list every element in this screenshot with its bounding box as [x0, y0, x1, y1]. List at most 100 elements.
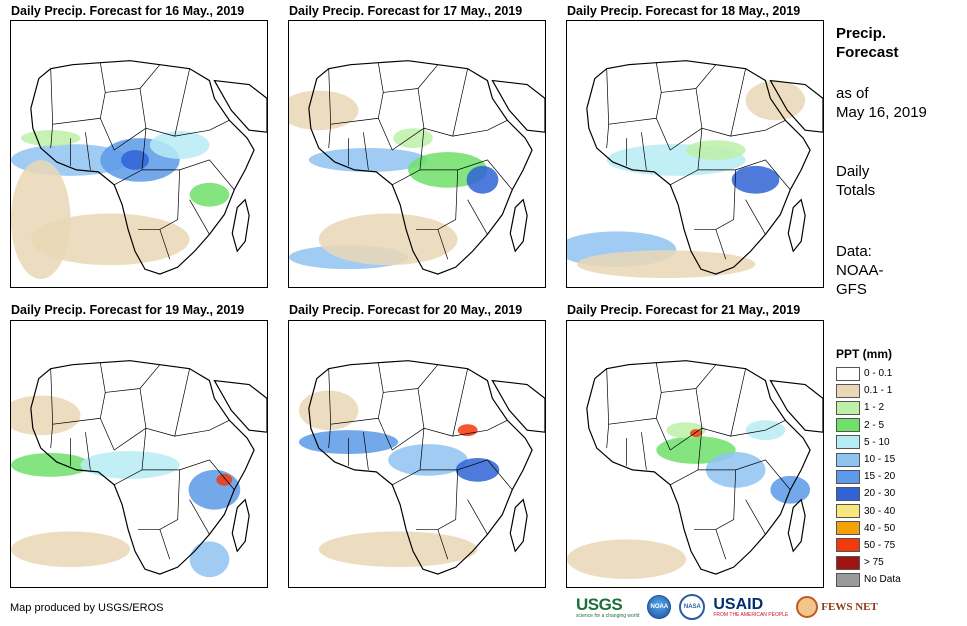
country-border — [745, 499, 766, 535]
precip-area — [690, 429, 702, 438]
legend-item: 1 - 2 — [836, 399, 901, 416]
precip-area — [318, 213, 458, 266]
country-border — [377, 118, 425, 151]
totals-line2: Totals — [836, 182, 876, 199]
precip-area — [455, 457, 500, 482]
country-border — [328, 362, 384, 425]
usgs-logo: USGS science for a changing world — [576, 595, 639, 619]
country-border — [138, 169, 181, 230]
forecast-map-6 — [567, 360, 823, 580]
legend-item: 15 - 20 — [836, 468, 901, 485]
country-border — [730, 119, 786, 137]
precip-area — [457, 424, 478, 437]
country-border — [328, 124, 332, 149]
legend-item: 10 - 15 — [836, 451, 901, 468]
country-border — [139, 368, 190, 437]
country-border — [452, 419, 508, 437]
coastline — [509, 498, 528, 553]
country-border — [661, 64, 717, 93]
legend-swatch — [836, 383, 860, 398]
ppt-legend: PPT (mm) 0 - 0.1 0.1 - 1 1 - 2 2 - 5 5 - 10 1… — [836, 347, 901, 588]
country-border — [606, 62, 662, 125]
data-line3: GFS — [836, 281, 867, 298]
legend-swatch — [836, 452, 860, 467]
legend-item: 40 - 50 — [836, 520, 901, 537]
as-of-line1: as of — [836, 85, 869, 102]
country-border — [99, 118, 147, 151]
country-border — [85, 432, 91, 470]
panel-title-5: Daily Precip. Forecast for 20 May., 2019 — [289, 303, 523, 317]
panel-title-2: Daily Precip. Forecast for 17 May., 2019 — [289, 4, 523, 18]
precip-area — [308, 148, 428, 172]
nasa-logo-text: NASA — [683, 604, 701, 610]
country-border — [694, 469, 737, 530]
country-border — [141, 159, 235, 190]
coastline — [491, 79, 545, 133]
precip-area — [393, 128, 433, 149]
country-border — [715, 529, 727, 560]
country-border — [363, 432, 369, 470]
country-border — [715, 229, 727, 260]
coastline — [491, 379, 545, 433]
legend-item: 30 - 40 — [836, 503, 901, 520]
map-panel-1 — [10, 20, 268, 288]
country-border — [606, 424, 610, 449]
panel-title-6: Daily Precip. Forecast for 21 May., 2019 — [567, 303, 801, 317]
country-border — [189, 199, 210, 235]
country-border — [437, 529, 449, 560]
country-border — [694, 169, 737, 230]
panel-title-1: Daily Precip. Forecast for 16 May., 2019 — [11, 4, 245, 18]
country-border — [189, 499, 210, 535]
data-line2: NOAA- — [836, 262, 884, 279]
legend-item: 5 - 10 — [836, 434, 901, 451]
precip-area — [567, 539, 687, 580]
legend-item: 0 - 0.1 — [836, 365, 901, 382]
country-border — [695, 368, 746, 437]
precip-area — [388, 444, 468, 476]
legend-label: 40 - 50 — [864, 522, 896, 534]
country-border — [99, 418, 147, 451]
legend-label: > 75 — [864, 557, 884, 569]
coastline — [769, 379, 823, 433]
forecast-map-2 — [289, 60, 545, 275]
country-border — [730, 419, 786, 437]
precip-area — [11, 395, 81, 436]
country-border — [138, 469, 181, 530]
country-border — [745, 199, 766, 235]
country-border — [159, 229, 171, 260]
legend-swatch — [836, 521, 860, 536]
country-border — [416, 169, 459, 230]
country-border — [50, 362, 106, 425]
legend-swatch — [836, 366, 860, 381]
forecast-map-4 — [11, 360, 267, 578]
legend-swatch — [836, 486, 860, 501]
country-border — [655, 118, 703, 151]
legend-label: 10 - 15 — [864, 454, 896, 466]
country-border — [174, 119, 230, 137]
coastline — [213, 379, 267, 433]
totals-line1: Daily — [836, 163, 870, 180]
legend-swatch — [836, 504, 860, 519]
legend-label: 2 - 5 — [864, 419, 885, 431]
coastline — [787, 498, 806, 553]
country-border — [174, 419, 230, 437]
forecast-map-3 — [567, 60, 823, 279]
country-border — [85, 132, 91, 170]
usaid-logo: USAID FROM THE AMERICAN PEOPLE — [713, 596, 788, 618]
legend-item: 20 - 30 — [836, 485, 901, 502]
coastline — [231, 498, 250, 553]
precip-area — [80, 451, 180, 479]
country-border — [641, 132, 647, 170]
country-border — [697, 159, 791, 190]
legend-swatch — [836, 418, 860, 433]
country-border — [467, 199, 488, 235]
country-border — [383, 64, 439, 93]
legend-label: 1 - 2 — [864, 402, 885, 414]
country-border — [50, 62, 106, 125]
precip-area — [30, 213, 190, 266]
legend-label: 0 - 0.1 — [864, 368, 893, 380]
legend-label: 5 - 10 — [864, 436, 890, 448]
precip-area — [466, 165, 499, 194]
legend-swatch — [836, 435, 860, 450]
country-border — [105, 64, 161, 93]
